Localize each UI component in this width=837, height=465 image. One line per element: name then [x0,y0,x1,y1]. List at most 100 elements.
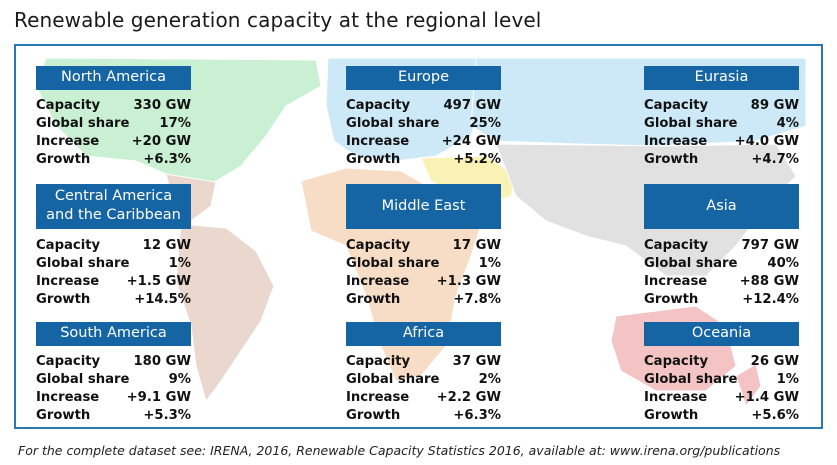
capacity-value: 37 GW [452,354,501,369]
capacity-row: Capacity 89 GW [644,97,799,115]
increase-row: Increase +2.2 GW [346,389,501,407]
region-card: Central America and the Caribbean Capaci… [36,184,191,309]
region-title: Middle East [346,184,501,229]
share-value: 4% [776,116,799,131]
capacity-label: Capacity [346,238,411,253]
increase-label: Increase [36,274,100,289]
capacity-row: Capacity 12 GW [36,237,191,255]
share-value: 9% [168,372,191,387]
increase-label: Increase [644,390,708,405]
share-label: Global share [36,256,130,271]
growth-label: Growth [346,292,401,307]
share-label: Global share [644,256,738,271]
share-label: Global share [644,372,738,387]
capacity-value: 797 GW [741,238,800,253]
growth-value: +4.7% [751,152,799,167]
region-title: Eurasia [644,66,799,90]
capacity-label: Capacity [36,354,101,369]
increase-row: Increase +1.3 GW [346,273,501,291]
growth-value: +5.3% [143,408,191,423]
region-name: Europe [398,69,449,85]
region-title: Africa [346,322,501,346]
region-card: Asia Capacity 797 GW Global share 40% Incr… [644,184,799,309]
share-value: 1% [168,256,191,271]
increase-value: +1.5 GW [126,274,191,289]
increase-label: Increase [36,390,100,405]
region-name-line-1: Central America [54,188,173,204]
increase-value: +1.3 GW [436,274,501,289]
capacity-value: 180 GW [133,354,192,369]
growth-row: Growth +12.4% [644,291,799,309]
share-label: Global share [346,116,440,131]
growth-value: +5.2% [453,152,501,167]
growth-row: Growth +5.2% [346,151,501,169]
capacity-label: Capacity [36,238,101,253]
share-value: 1% [478,256,501,271]
region-card: North America Capacity 330 GW Global shar… [36,66,191,169]
increase-value: +88 GW [739,274,799,289]
increase-row: Increase +24 GW [346,133,501,151]
region-name: Middle East [381,198,466,214]
increase-value: +4.0 GW [734,134,799,149]
capacity-label: Capacity [346,354,411,369]
increase-value: +9.1 GW [126,390,191,405]
capacity-value: 330 GW [133,98,192,113]
region-title: Oceania [644,322,799,346]
growth-label: Growth [644,408,699,423]
capacity-label: Capacity [644,238,709,253]
increase-value: +2.2 GW [436,390,501,405]
growth-label: Growth [346,152,401,167]
growth-row: Growth +6.3% [36,151,191,169]
map-south-america [175,223,275,403]
growth-label: Growth [36,292,91,307]
region-name: Eurasia [694,69,749,85]
increase-label: Increase [346,390,410,405]
region-name: Africa [402,325,445,341]
share-row: Global share 40% [644,255,799,273]
increase-row: Increase +88 GW [644,273,799,291]
increase-row: Increase +20 GW [36,133,191,151]
growth-row: Growth +5.3% [36,407,191,425]
growth-value: +12.4% [742,292,799,307]
region-title: Europe [346,66,501,90]
share-row: Global share 1% [36,255,191,273]
increase-value: +24 GW [441,134,501,149]
capacity-value: 497 GW [443,98,502,113]
capacity-row: Capacity 797 GW [644,237,799,255]
increase-row: Increase +1.5 GW [36,273,191,291]
growth-row: Growth +7.8% [346,291,501,309]
region-name-line-2: and the Caribbean [46,207,181,223]
growth-label: Growth [346,408,401,423]
growth-label: Growth [644,152,699,167]
share-row: Global share 17% [36,115,191,133]
increase-label: Increase [346,134,410,149]
region-name: South America [60,325,167,341]
increase-row: Increase +1.4 GW [644,389,799,407]
share-label: Global share [644,116,738,131]
increase-row: Increase +4.0 GW [644,133,799,151]
growth-label: Growth [644,292,699,307]
growth-value: +7.8% [453,292,501,307]
share-row: Global share 1% [346,255,501,273]
capacity-row: Capacity 17 GW [346,237,501,255]
growth-row: Growth +4.7% [644,151,799,169]
increase-label: Increase [346,274,410,289]
growth-value: +6.3% [143,152,191,167]
region-name: Oceania [691,325,752,341]
growth-value: +14.5% [134,292,191,307]
increase-value: +20 GW [131,134,191,149]
capacity-label: Capacity [36,98,101,113]
region-title: North America [36,66,191,90]
region-card: Europe Capacity 497 GW Global share 25% In… [346,66,501,169]
increase-label: Increase [36,134,100,149]
share-row: Global share 1% [644,371,799,389]
capacity-label: Capacity [644,98,709,113]
share-row: Global share 2% [346,371,501,389]
share-value: 1% [776,372,799,387]
increase-row: Increase +9.1 GW [36,389,191,407]
region-title: South America [36,322,191,346]
increase-value: +1.4 GW [734,390,799,405]
share-row: Global share 25% [346,115,501,133]
capacity-row: Capacity 497 GW [346,97,501,115]
capacity-row: Capacity 26 GW [644,353,799,371]
